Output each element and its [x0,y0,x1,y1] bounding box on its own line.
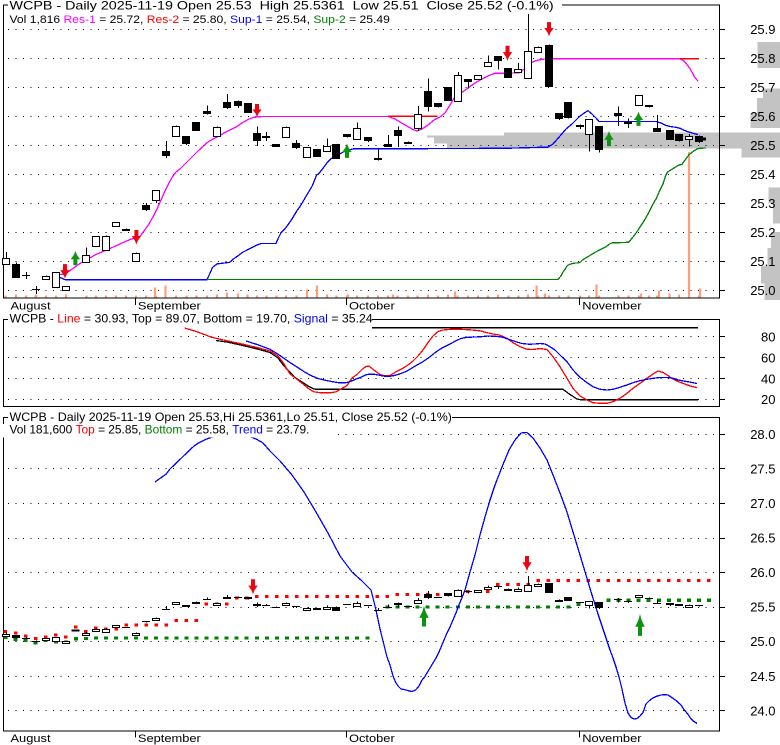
svg-text:Vol 1,816 Res-1 = 25.72, Res-2: Vol 1,816 Res-1 = 25.72, Res-2 = 25.80, … [10,12,391,26]
svg-text:September: September [138,299,201,312]
svg-text:26.5: 26.5 [750,531,775,546]
svg-text:25.0: 25.0 [750,283,775,298]
svg-text:24.0: 24.0 [750,703,775,718]
svg-text:Vol 181,600 Top = 25.85, Botto: Vol 181,600 Top = 25.85, Bottom = 25.58,… [10,424,310,437]
svg-text:27.5: 27.5 [750,462,775,477]
svg-text:26.0: 26.0 [750,565,775,580]
svg-text:25.5: 25.5 [750,600,775,615]
svg-text:25.2: 25.2 [750,225,775,240]
svg-text:25.4: 25.4 [750,167,775,182]
svg-text:November: November [582,299,641,312]
svg-text:25.9: 25.9 [750,22,775,37]
svg-text:40: 40 [761,371,775,386]
svg-text:27.0: 27.0 [750,496,775,511]
svg-text:25.3: 25.3 [750,196,775,211]
svg-text:20: 20 [761,392,775,407]
svg-text:WCPB - Daily 2025-11-19 Open 2: WCPB - Daily 2025-11-19 Open 25.53 High … [9,0,553,12]
svg-text:60: 60 [761,350,775,365]
svg-text:28.0: 28.0 [750,427,775,442]
svg-text:80: 80 [761,330,775,345]
svg-text:September: September [138,732,201,745]
svg-text:August: August [10,299,51,312]
svg-text:24.5: 24.5 [750,669,775,684]
svg-text:WCPB - Line = 30.93, Top = 89.: WCPB - Line = 30.93, Top = 89.07, Bottom… [10,312,374,326]
svg-text:25.1: 25.1 [750,254,775,269]
svg-text:25.5: 25.5 [750,138,775,153]
svg-text:25.6: 25.6 [750,109,775,124]
svg-text:October: October [349,732,395,745]
svg-text:August: August [10,732,51,745]
svg-text:25.8: 25.8 [750,51,775,66]
svg-text:25.7: 25.7 [750,80,775,95]
svg-text:November: November [582,732,641,745]
svg-text:WCPB - Daily 2025-11-19 Open 2: WCPB - Daily 2025-11-19 Open 25.53,Hi 25… [10,410,452,423]
svg-text:October: October [349,299,395,312]
svg-text:25.0: 25.0 [750,634,775,649]
